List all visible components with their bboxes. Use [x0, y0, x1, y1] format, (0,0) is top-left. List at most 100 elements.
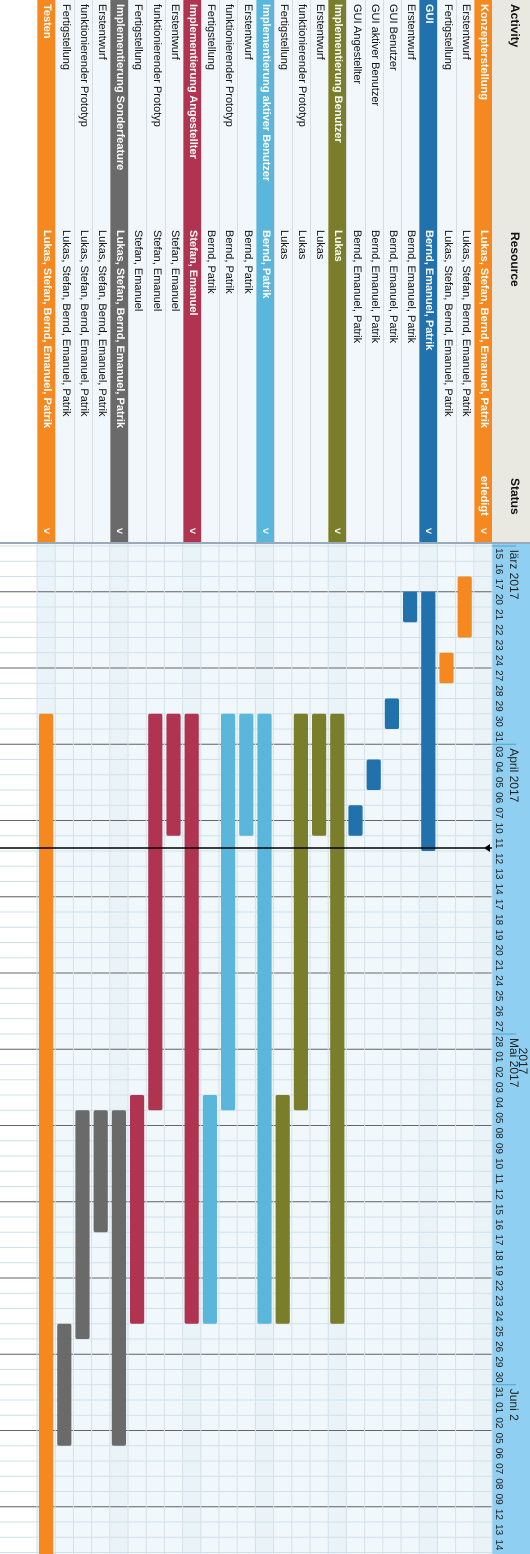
resource-cell: Lukas [314, 230, 327, 260]
task-row[interactable]: Erstentwurf Lukas [310, 0, 329, 542]
day-label: 25 [493, 990, 504, 1002]
status-column-header[interactable]: Status [508, 478, 522, 515]
group-bar[interactable] [39, 713, 54, 1554]
task-row[interactable]: Erstentwurf Bernd, Patrik [237, 0, 256, 542]
day-label: 02 [493, 1067, 504, 1079]
task-bar[interactable] [93, 1110, 108, 1233]
day-label: 19 [493, 929, 504, 941]
task-row[interactable]: Fertigstellung Lukas [273, 0, 292, 542]
activity-cell: Konzepterstellung [478, 4, 490, 100]
task-bar[interactable] [166, 713, 181, 836]
task-row[interactable]: Fertigstellung Stefan, Emanuel [128, 0, 147, 542]
group-row[interactable]: Implementierung Angestellter Stefan, Eman… [182, 0, 201, 542]
activity-cell: Erstentwurf [459, 4, 472, 60]
activity-cell: Testen [41, 4, 54, 39]
gantt-chart[interactable]: 2017 15 16 17 20 21 22 23 24 27 28 29 30 31 03 04 05 06 07… [0, 544, 530, 1554]
task-bar[interactable] [348, 805, 363, 836]
chevron-down-icon[interactable]: ˅ [40, 527, 53, 535]
task-bar[interactable] [130, 1095, 145, 1324]
group-bar[interactable] [330, 713, 345, 1324]
task-bar[interactable] [148, 713, 163, 1111]
day-label: 09 [493, 1143, 504, 1155]
activity-cell: Fertigstellung [441, 4, 454, 71]
group-row[interactable]: Implementierung Sonderfeature Lukas, Stef… [110, 0, 129, 542]
resource-cell: Lukas, Stefan, Bernd, Emanuel, Patrik [96, 230, 109, 417]
task-row[interactable]: Erstentwurf Stefan, Emanuel [164, 0, 183, 542]
day-label: 26 [493, 1006, 504, 1018]
chevron-down-icon[interactable]: ˅ [477, 527, 489, 535]
group-row[interactable]: Implementierung aktiver Benutzer Bernd, P… [255, 0, 274, 542]
chevron-down-icon[interactable]: ˅ [422, 527, 435, 535]
day-label: 26 [493, 1341, 504, 1353]
task-bar[interactable] [293, 713, 308, 1111]
resource-cell: Bernd, Patrik [259, 230, 272, 299]
task-bar[interactable] [311, 713, 327, 836]
task-row[interactable]: Fertigstellung Lukas, Stefan, Bernd, Eman… [55, 0, 74, 542]
task-bar[interactable] [57, 1323, 72, 1446]
task-bar[interactable] [384, 698, 399, 730]
chevron-down-icon[interactable]: ˅ [258, 527, 271, 535]
task-row[interactable]: GUI aktiver Benutzer Bernd, Emanuel, Patr… [364, 0, 383, 542]
task-row[interactable]: Fertigstellung Bernd, Patrik [201, 0, 220, 542]
day-label: 31 [493, 731, 504, 743]
activity-cell: Erstentwurf [241, 4, 254, 60]
month-label: lärz 2017 [507, 550, 521, 600]
task-bar[interactable] [275, 1095, 290, 1324]
task-bar[interactable] [221, 713, 236, 1111]
task-bar[interactable] [239, 713, 254, 836]
day-label: 27 [493, 670, 504, 682]
activity-cell: Erstentwurf [405, 4, 418, 60]
activity-column-header[interactable]: Activity [508, 4, 522, 48]
group-row[interactable]: Implementierung Benutzer Lukas ˅ [328, 0, 347, 542]
task-row[interactable]: funktionierender Prototyp Bernd, Patrik [219, 0, 238, 542]
group-bar[interactable] [111, 1110, 126, 1446]
activity-cell: funktionierender Prototyp [150, 4, 163, 127]
group-row[interactable]: Konzepterstellung Lukas, Stefan, Bernd, E… [473, 0, 492, 542]
task-bar[interactable] [402, 591, 418, 623]
task-row[interactable]: Fertigstellung Lukas, Stefan, Bernd, Eman… [437, 0, 456, 542]
task-row[interactable]: funktionierender Prototyp Lukas, Stefan, … [73, 0, 92, 542]
group-bar[interactable] [184, 713, 199, 1324]
task-row[interactable]: Erstentwurf Bernd, Emanuel, Patrik [401, 0, 420, 542]
task-row[interactable]: Erstentwurf Lukas, Stefan, Bernd, Emanuel… [455, 0, 474, 542]
activity-cell: funktionierender Prototyp [223, 4, 236, 127]
task-row[interactable]: funktionierender Prototyp Lukas [291, 0, 311, 542]
day-label: 01 [493, 1051, 504, 1063]
day-label: 17 [493, 579, 504, 591]
task-bar[interactable] [366, 759, 381, 791]
day-label: 10 [493, 823, 504, 835]
day-label: 14 [493, 1539, 504, 1551]
task-bar[interactable] [439, 652, 454, 684]
day-label: 17 [493, 1234, 504, 1246]
day-label: 12 [493, 1189, 504, 1201]
day-label: 19 [493, 1265, 504, 1277]
resource-column-header[interactable]: Resource [508, 232, 522, 287]
task-bar[interactable] [75, 1110, 90, 1339]
task-row[interactable]: Erstentwurf Lukas, Stefan, Bernd, Emanuel… [91, 0, 111, 542]
gantt-chart-canvas: 2017151617202122232427282930310304050607… [0, 544, 530, 1554]
day-label: 10 [493, 1158, 504, 1170]
timeline-header [492, 544, 530, 1554]
day-label: 14 [493, 884, 504, 896]
activity-cell: funktionierender Prototyp [296, 4, 309, 127]
group-row[interactable]: GUI Bernd, Emanuel, Patrik ˅ [419, 0, 438, 542]
year-label: 2017 [516, 1048, 530, 1075]
chevron-down-icon[interactable]: ˅ [186, 527, 198, 535]
chevron-down-icon[interactable]: ˅ [331, 527, 344, 535]
day-label: 01 [493, 1402, 504, 1414]
task-bar[interactable] [457, 576, 472, 638]
chevron-down-icon[interactable]: ˅ [113, 527, 126, 535]
activity-cell: GUI [423, 4, 436, 24]
task-bar[interactable] [202, 1095, 217, 1324]
group-bar[interactable] [421, 591, 436, 851]
resource-cell: Lukas, Stefan, Bernd, Emanuel, Patrik [478, 230, 490, 429]
group-row[interactable]: Testen Lukas, Stefan, Bernd, Emanuel, Pat… [37, 0, 56, 542]
task-row[interactable]: GUI Benutzer Bernd, Emanuel, Patrik [382, 0, 402, 542]
task-row[interactable]: GUI Angestellter Bernd, Emanuel, Patrik [346, 0, 365, 542]
task-row[interactable]: funktionierender Prototyp Stefan, Emanuel [146, 0, 165, 542]
activity-cell: Erstentwurf [314, 4, 327, 60]
day-label: 27 [493, 1021, 504, 1033]
group-bar[interactable] [257, 713, 272, 1324]
day-label: 22 [493, 1280, 504, 1292]
resource-cell: Lukas [332, 230, 345, 262]
